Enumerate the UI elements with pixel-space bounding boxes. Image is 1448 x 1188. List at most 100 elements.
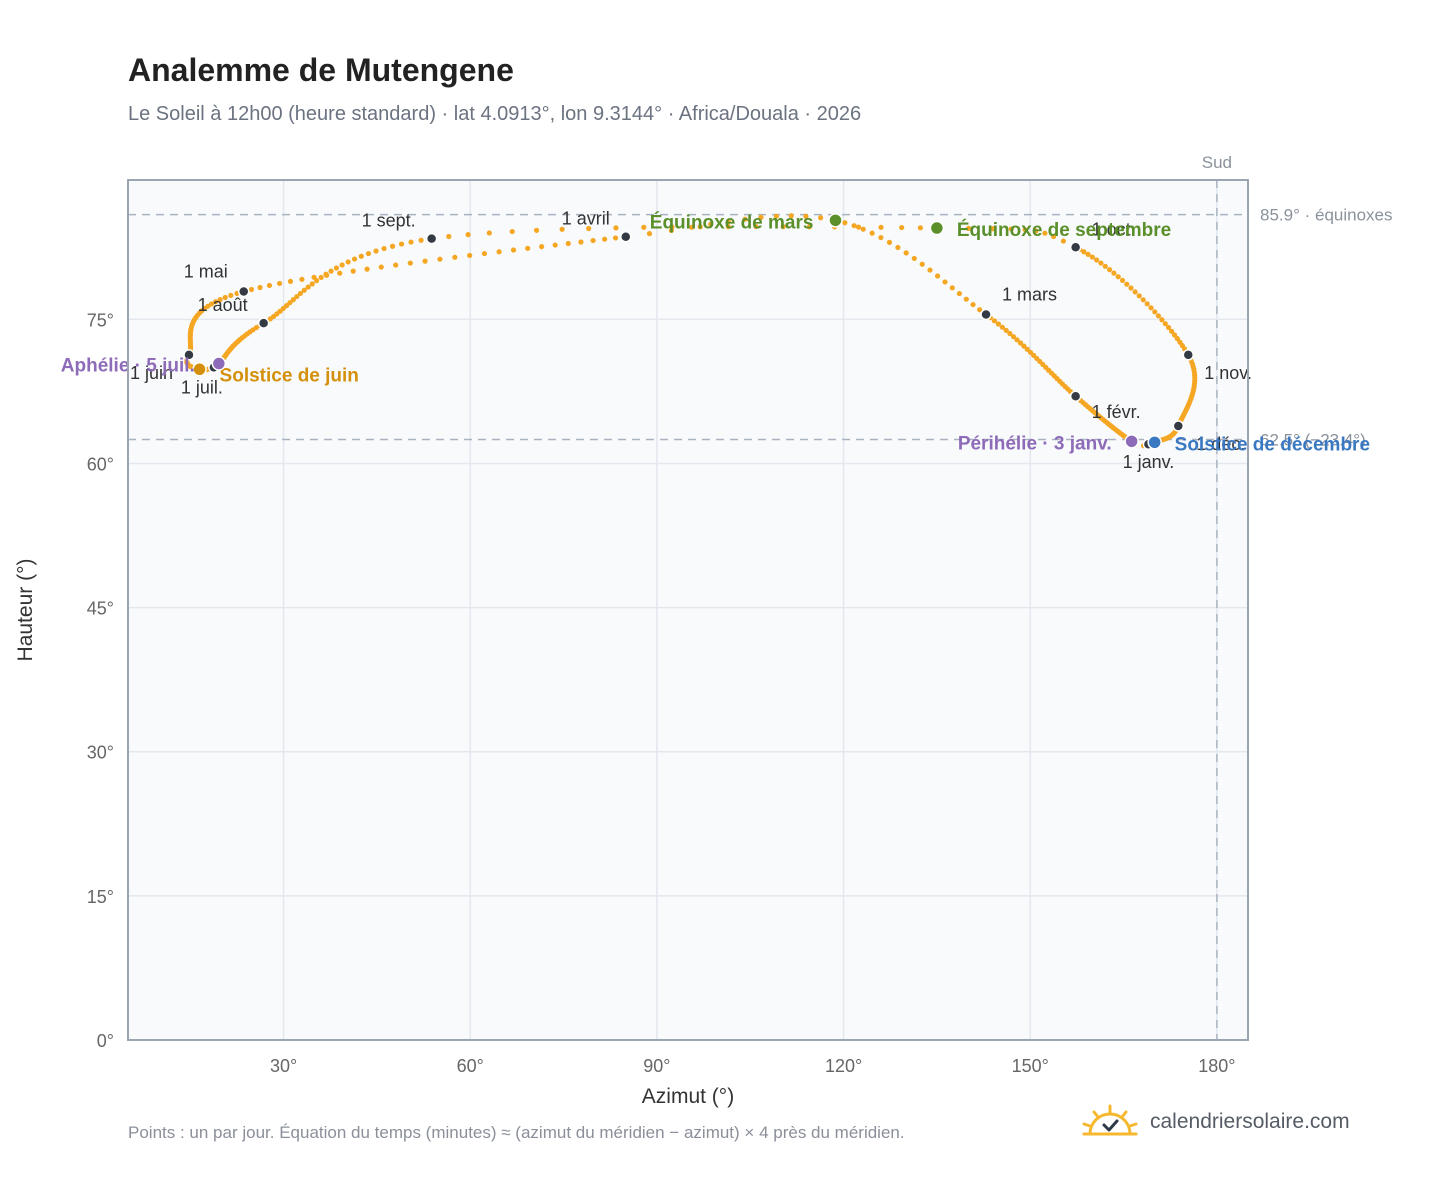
month-marker-label: 1 juil. <box>181 377 223 397</box>
month-marker <box>237 285 250 298</box>
day-point <box>1144 301 1150 307</box>
event-label: Solstice de juin <box>220 365 359 386</box>
day-point <box>780 224 786 230</box>
day-point <box>869 230 875 236</box>
day-point <box>1014 337 1020 343</box>
day-point <box>1111 270 1117 276</box>
day-point <box>481 250 488 257</box>
day-point <box>339 262 345 268</box>
day-point <box>1169 328 1175 334</box>
day-point <box>1027 349 1034 355</box>
day-point <box>919 261 925 267</box>
y-tick-label: 0° <box>97 1031 114 1051</box>
day-point <box>337 270 343 276</box>
day-point <box>222 294 228 301</box>
event-markers: Équinoxe de mars Équinoxe de septembre Sol… <box>61 211 1370 455</box>
day-point <box>467 252 473 259</box>
brand-logo[interactable]: calendriersolaire.com <box>1082 1102 1350 1142</box>
day-point <box>1051 233 1057 240</box>
day-point <box>613 225 619 231</box>
day-point <box>1148 305 1154 311</box>
month-marker <box>1069 390 1082 402</box>
y-tick-label: 30° <box>87 743 114 763</box>
footnote: Points : un par jour. Équation du temps … <box>128 1123 905 1142</box>
day-point <box>294 293 300 300</box>
month-markers: 1 janv. 1 févr. 1 mars 1 avril 1 mai 1 juin 1 … <box>130 209 1252 473</box>
day-point <box>373 248 379 254</box>
day-point <box>378 264 384 270</box>
day-point <box>753 223 759 230</box>
reference-line-label: 62.5° (−23.4°) <box>1260 430 1366 449</box>
day-point <box>345 259 351 265</box>
day-point <box>290 297 296 303</box>
day-point <box>895 244 901 251</box>
x-tick-label: 120° <box>825 1056 862 1076</box>
day-point <box>1033 228 1039 234</box>
month-marker-label: 1 avril <box>562 209 610 229</box>
y-axis-label: Hauteur (°) <box>14 559 37 662</box>
day-point <box>612 235 619 241</box>
day-point <box>418 237 424 243</box>
day-point <box>559 226 565 232</box>
day-point <box>217 296 223 303</box>
day-point <box>1024 346 1030 352</box>
day-point <box>669 224 675 230</box>
day-point <box>646 231 653 237</box>
day-point <box>358 253 364 259</box>
day-point <box>1010 334 1017 340</box>
day-point <box>446 233 452 240</box>
day-point <box>886 239 893 245</box>
day-point <box>697 224 703 230</box>
month-marker-label: 1 oct. <box>1092 219 1136 239</box>
x-axis-label: Azimut (°) <box>642 1085 734 1108</box>
day-point <box>1115 274 1121 280</box>
event-label: Équinoxe de mars <box>650 211 814 233</box>
day-point <box>934 273 941 279</box>
day-point <box>1017 340 1024 346</box>
month-marker-label: 1 mai <box>184 261 228 281</box>
day-point <box>297 290 304 297</box>
day-point <box>818 215 824 221</box>
day-point <box>977 307 983 313</box>
day-point <box>408 239 414 245</box>
day-point <box>539 244 545 250</box>
day-point <box>1081 249 1087 255</box>
day-point <box>510 247 517 253</box>
day-point <box>1089 254 1095 260</box>
day-point <box>956 290 962 297</box>
x-tick-label: 30° <box>270 1056 297 1076</box>
reference-line-label: Sud <box>1202 153 1232 172</box>
x-tick-label: 180° <box>1198 1056 1235 1076</box>
day-point <box>309 281 315 287</box>
day-point <box>689 224 695 230</box>
day-point <box>855 224 862 230</box>
day-point <box>364 266 370 272</box>
day-point <box>970 301 976 308</box>
day-point <box>1007 330 1013 337</box>
day-point <box>586 225 592 232</box>
month-marker <box>980 308 992 321</box>
day-point <box>1098 260 1104 266</box>
day-point <box>248 286 255 293</box>
day-point <box>878 234 884 241</box>
day-point <box>305 284 311 290</box>
event-label: Équinoxe de septembre <box>957 219 1171 241</box>
day-point <box>965 225 972 231</box>
day-point <box>333 265 340 271</box>
event-marker <box>192 362 207 377</box>
day-point <box>365 250 372 257</box>
day-point <box>496 249 502 255</box>
day-point <box>1140 297 1146 303</box>
x-tick-label: 150° <box>1012 1056 1049 1076</box>
day-point <box>903 250 909 256</box>
y-tick-label: 15° <box>87 887 114 907</box>
day-point <box>1171 332 1178 338</box>
day-point <box>565 240 571 247</box>
brand-name: calendriersolaire.com <box>1150 1110 1350 1133</box>
day-point <box>228 292 234 299</box>
event-marker <box>1124 434 1139 449</box>
day-point <box>213 299 219 305</box>
day-point <box>708 221 714 227</box>
day-point <box>422 258 428 264</box>
month-marker-label: 1 janv. <box>1123 452 1175 472</box>
